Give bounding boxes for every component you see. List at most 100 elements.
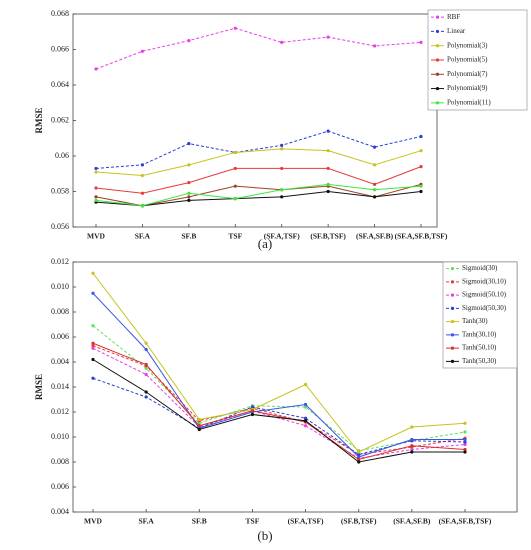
point-marker xyxy=(303,405,308,409)
legend-marker xyxy=(450,280,455,284)
point-marker xyxy=(372,188,377,192)
point-marker xyxy=(280,147,284,151)
point-marker xyxy=(463,450,467,454)
y-tick-label: 0.062 xyxy=(51,115,69,124)
point-marker xyxy=(144,395,148,399)
series-line xyxy=(92,377,466,456)
point-marker xyxy=(140,49,145,53)
point-marker xyxy=(303,402,308,407)
y-tick-label: 0.012 xyxy=(51,407,69,416)
point-marker xyxy=(419,189,423,194)
legend-label: Linear xyxy=(447,27,466,35)
point-marker xyxy=(94,186,98,190)
point-marker xyxy=(357,457,361,462)
legend-marker xyxy=(435,15,440,19)
legend-marker xyxy=(450,359,455,363)
legend-label: RBF xyxy=(447,13,460,21)
point-marker xyxy=(94,67,98,71)
legend-marker xyxy=(450,306,455,310)
legend-label: Sigmoid(30) xyxy=(462,264,498,272)
x-tick-label: SF.B xyxy=(181,232,196,241)
point-marker xyxy=(303,419,308,423)
legend-label: Tanh(30,10) xyxy=(462,330,497,338)
point-marker xyxy=(463,421,467,425)
point-marker xyxy=(91,376,95,380)
point-marker xyxy=(410,447,414,452)
point-marker xyxy=(233,26,237,30)
point-marker xyxy=(187,198,191,202)
point-marker xyxy=(357,452,361,457)
y-tick-label: 0.014 xyxy=(51,382,69,391)
series-line xyxy=(95,183,422,207)
y-tick-label: 0.064 xyxy=(51,80,69,89)
point-marker xyxy=(140,191,145,195)
point-marker xyxy=(410,425,414,429)
legend-marker xyxy=(450,333,455,337)
point-marker xyxy=(187,163,191,167)
series-line xyxy=(92,325,466,452)
legend-box xyxy=(442,261,518,369)
point-marker xyxy=(144,366,148,370)
y-tick-label: 0.006 xyxy=(51,482,69,491)
point-marker xyxy=(419,165,423,169)
legend-label: Tanh(30) xyxy=(462,317,488,325)
point-marker xyxy=(326,129,330,133)
series-line xyxy=(92,359,465,463)
point-marker xyxy=(326,182,330,186)
y-tick-label: 0.010 xyxy=(51,282,69,291)
x-tick-label: (SF.A,SF.B,TSF) xyxy=(395,232,448,241)
y-tick-label: 0.004 xyxy=(51,507,69,516)
point-marker xyxy=(187,39,191,43)
series-line xyxy=(95,190,422,207)
point-marker xyxy=(280,166,284,171)
point-marker xyxy=(91,346,95,350)
point-marker xyxy=(233,184,237,188)
point-marker xyxy=(144,347,148,352)
series-line xyxy=(95,27,422,70)
point-marker xyxy=(233,150,237,155)
point-marker xyxy=(250,405,255,409)
x-tick-label: TSF xyxy=(228,232,242,241)
x-tick-label: SF.B xyxy=(192,517,207,526)
point-marker xyxy=(463,442,467,447)
y-tick-label: 0.006 xyxy=(51,332,69,341)
point-marker xyxy=(91,324,95,328)
x-tick-label: (SF.B,TSF) xyxy=(310,232,346,241)
point-marker xyxy=(326,35,330,39)
point-marker xyxy=(419,40,423,45)
legend-marker xyxy=(435,29,440,34)
legend-marker xyxy=(450,320,455,324)
y-axis-label: RMSE xyxy=(34,374,44,400)
point-marker xyxy=(144,362,148,367)
point-marker xyxy=(303,416,308,420)
legend-marker xyxy=(435,44,440,48)
legend-marker xyxy=(435,72,440,76)
point-marker xyxy=(187,141,191,146)
point-marker xyxy=(372,145,377,149)
point-marker xyxy=(94,198,98,202)
x-tick-label: SF.A xyxy=(138,517,154,526)
x-tick-label: (SF.A,TSF) xyxy=(288,517,324,526)
x-tick-label: (SF.A,TSF) xyxy=(264,232,300,241)
y-tick-label: 0.010 xyxy=(51,432,69,441)
series-line xyxy=(92,347,466,459)
legend-label: Polynomial(7) xyxy=(447,70,488,78)
series-line xyxy=(92,342,466,461)
series-line xyxy=(95,183,422,207)
x-tick-label: MVD xyxy=(84,517,102,526)
y-tick-label: 0.06 xyxy=(55,151,69,160)
point-marker xyxy=(419,184,423,188)
point-marker xyxy=(187,181,191,185)
point-marker xyxy=(463,430,467,434)
legend-marker xyxy=(435,86,440,91)
x-tick-label: TSF xyxy=(246,517,260,526)
point-marker xyxy=(326,189,330,194)
x-tick-label: (SF.A,SF.B,TSF) xyxy=(439,517,492,526)
legend-label: Sigmoid(30,10) xyxy=(462,277,507,285)
point-marker xyxy=(233,197,237,201)
point-marker xyxy=(197,417,201,422)
point-marker xyxy=(144,372,148,377)
legend-label: Polynomial(9) xyxy=(447,84,488,92)
point-marker xyxy=(410,444,414,448)
y-tick-label: 0.004 xyxy=(51,357,69,366)
